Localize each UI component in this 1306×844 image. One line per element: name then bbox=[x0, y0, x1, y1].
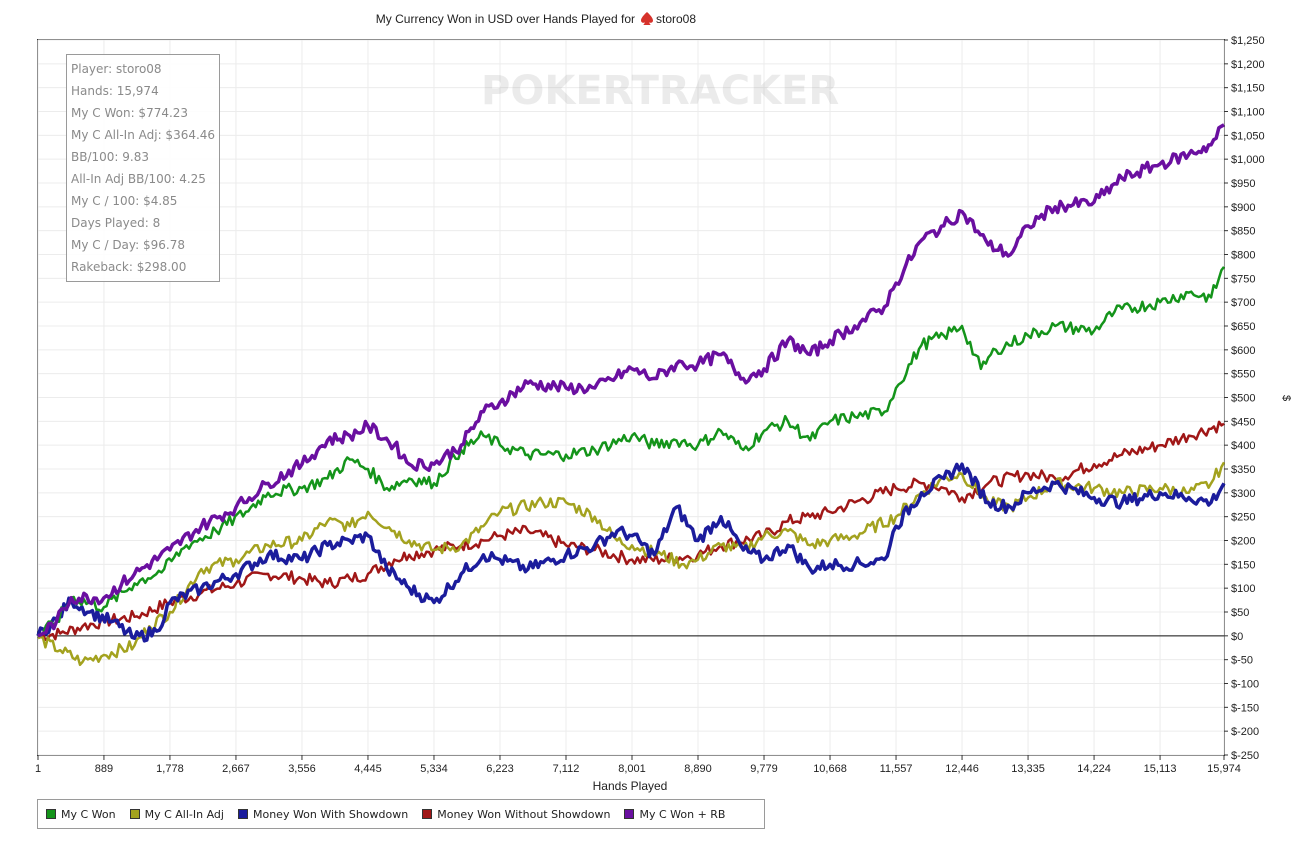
y-tick-label: $1,150 bbox=[1231, 83, 1265, 95]
x-tick-label: 5,334 bbox=[420, 763, 448, 775]
y-tick-label: $1,000 bbox=[1231, 154, 1265, 166]
legend-item-all-in-adj[interactable]: My C All-In Adj bbox=[129, 807, 224, 821]
y-tick-label: $600 bbox=[1231, 345, 1255, 357]
chart-legend: My C Won My C All-In Adj Money Won With … bbox=[37, 799, 765, 829]
y-tick-label: $700 bbox=[1231, 297, 1255, 309]
y-tick-label: $-100 bbox=[1231, 679, 1259, 691]
grid bbox=[37, 39, 1225, 756]
y-tick-label: $0 bbox=[1231, 631, 1243, 643]
x-tick-label: 14,224 bbox=[1077, 763, 1111, 775]
x-tick-label: 15,974 bbox=[1207, 763, 1241, 775]
y-tick-label: $50 bbox=[1231, 607, 1249, 619]
series-line bbox=[37, 123, 1225, 638]
stat-allin-adj: My C All-In Adj: $364.46 bbox=[71, 128, 216, 142]
chart-title-group: My Currency Won in USD over Hands Played… bbox=[376, 12, 696, 26]
y-tick-label: $800 bbox=[1231, 250, 1255, 262]
y-axis-label: $ bbox=[1280, 395, 1292, 401]
x-tick-label: 1 bbox=[35, 763, 41, 775]
stat-allin-bb100: All-In Adj BB/100: 4.25 bbox=[71, 172, 206, 186]
legend-item-won-plus-rb[interactable]: My C Won + RB bbox=[624, 808, 725, 821]
x-tick-label: 8,890 bbox=[684, 763, 712, 775]
legend-item-showdown[interactable]: Money Won With Showdown bbox=[237, 807, 409, 821]
x-tick-label: 3,556 bbox=[288, 763, 316, 775]
y-tick-label: $250 bbox=[1231, 512, 1255, 524]
legend-label: My C All-In Adj bbox=[144, 807, 224, 821]
x-tick-label: 9,779 bbox=[750, 763, 778, 775]
legend-swatch bbox=[46, 809, 56, 819]
y-tick-label: $500 bbox=[1231, 393, 1255, 405]
series-lines bbox=[36, 123, 1226, 667]
chart-title: My Currency Won in USD over Hands Played… bbox=[376, 12, 635, 26]
legend-item-non-showdown[interactable]: Money Won Without Showdown bbox=[422, 808, 610, 821]
y-tick-label: $150 bbox=[1231, 559, 1255, 571]
series-line bbox=[37, 461, 1226, 667]
stat-player: Player: storo08 bbox=[71, 62, 162, 76]
y-tick-label: $750 bbox=[1231, 273, 1255, 285]
legend-label: Money Won With Showdown bbox=[252, 807, 409, 821]
legend-label: My C Won + RB bbox=[639, 807, 726, 821]
x-axis-label: Hands Played bbox=[593, 779, 668, 793]
legend-label: My C Won bbox=[61, 807, 116, 821]
y-tick-label: $1,250 bbox=[1231, 35, 1265, 47]
series-line bbox=[36, 462, 1226, 643]
stat-hands: Hands: 15,974 bbox=[71, 84, 159, 98]
stat-days: Days Played: 8 bbox=[71, 216, 161, 230]
y-tick-label: $550 bbox=[1231, 369, 1255, 381]
x-tick-label: 889 bbox=[95, 763, 113, 775]
legend-swatch bbox=[129, 809, 140, 819]
x-tick-label: 12,446 bbox=[945, 763, 979, 775]
y-tick-label: $850 bbox=[1231, 226, 1255, 238]
y-tick-label: $200 bbox=[1231, 536, 1255, 548]
stats-panel: Player: storo08 Hands: 15,974 My C Won: … bbox=[66, 54, 220, 282]
x-axis-ticks: 1 889 1,778 2,667 3,556 4,445 5,334 6,223 7,112 8… bbox=[35, 755, 1241, 775]
y-axis-ticks: $1,250 $1,200 $1,150 $1,100 $1,050 $1,000 $950… bbox=[1224, 35, 1265, 762]
pokertracker-watermark: POKERTRACKER bbox=[481, 68, 839, 114]
y-tick-label: $400 bbox=[1231, 440, 1255, 452]
spade-icon bbox=[641, 12, 653, 25]
stat-per100: My C / 100: $4.85 bbox=[71, 194, 178, 208]
y-tick-label: $300 bbox=[1231, 488, 1255, 500]
legend-swatch bbox=[624, 809, 635, 819]
y-tick-label: $1,200 bbox=[1231, 59, 1265, 71]
y-tick-label: $1,100 bbox=[1231, 107, 1265, 119]
y-tick-label: $-250 bbox=[1231, 750, 1259, 762]
y-tick-label: $-50 bbox=[1231, 655, 1253, 667]
stat-bb100: BB/100: 9.83 bbox=[71, 150, 149, 164]
y-tick-label: $650 bbox=[1231, 321, 1255, 333]
x-tick-label: 8,001 bbox=[618, 763, 646, 775]
x-tick-label: 6,223 bbox=[486, 763, 514, 775]
y-tick-label: $-200 bbox=[1231, 726, 1259, 738]
x-tick-label: 1,778 bbox=[156, 763, 184, 775]
y-tick-label: $1,050 bbox=[1231, 130, 1265, 142]
x-tick-label: 10,668 bbox=[813, 763, 847, 775]
y-tick-label: $350 bbox=[1231, 464, 1255, 476]
x-tick-label: 13,335 bbox=[1011, 763, 1045, 775]
x-tick-label: 15,113 bbox=[1144, 763, 1177, 775]
y-tick-label: $-150 bbox=[1231, 702, 1259, 714]
x-tick-label: 4,445 bbox=[354, 763, 382, 775]
player-name: storo08 bbox=[656, 12, 696, 26]
legend-swatch bbox=[237, 809, 248, 819]
series-line bbox=[37, 420, 1225, 642]
x-tick-label: 11,557 bbox=[880, 763, 913, 775]
stat-rakeback: Rakeback: $298.00 bbox=[71, 260, 187, 274]
stat-won: My C Won: $774.23 bbox=[71, 106, 189, 120]
watermark-text: POKERTRACKER bbox=[481, 68, 839, 114]
y-tick-label: $100 bbox=[1231, 583, 1255, 595]
legend-label: Money Won Without Showdown bbox=[437, 807, 611, 821]
x-tick-label: 7,112 bbox=[553, 763, 580, 775]
series-line bbox=[37, 266, 1225, 637]
stat-per-day: My C / Day: $96.78 bbox=[71, 238, 185, 252]
y-tick-label: $950 bbox=[1231, 178, 1255, 190]
y-tick-label: $900 bbox=[1231, 202, 1255, 214]
legend-item-my-c-won[interactable]: My C Won bbox=[46, 808, 116, 821]
legend-swatch bbox=[422, 809, 433, 819]
y-tick-label: $450 bbox=[1231, 416, 1255, 428]
x-tick-label: 2,667 bbox=[222, 763, 250, 775]
